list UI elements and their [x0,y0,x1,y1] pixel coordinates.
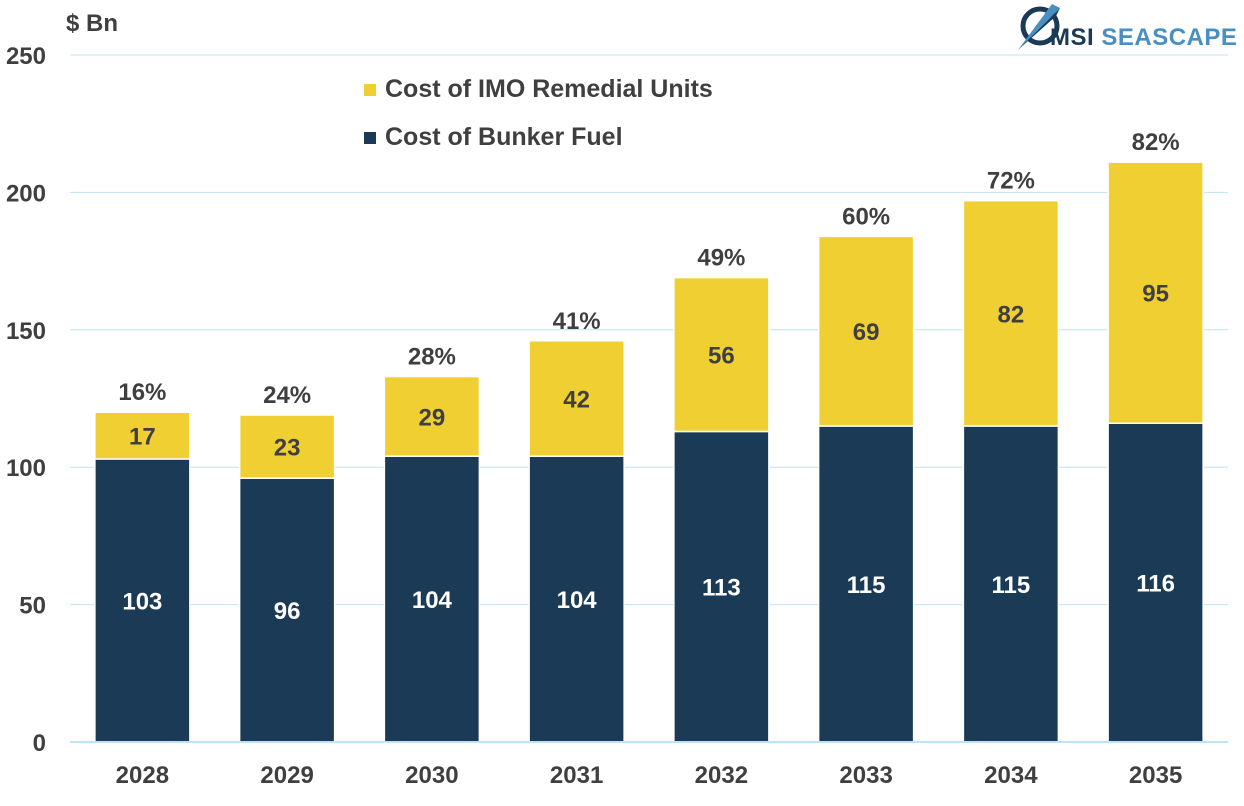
legend-item-remedial: Cost of IMO Remedial Units [364,75,713,104]
data-label-remedial-units: 95 [1142,281,1169,308]
bar-bunker-fuel [962,425,1060,743]
percentage-annotation: 72% [987,168,1035,195]
y-tick-label: 250 [6,43,46,70]
logo-text: MSI SEASCAPE [1050,24,1237,52]
data-label-remedial-units: 23 [274,435,301,462]
x-tick-label: 2029 [260,762,313,789]
data-label-bunker-fuel: 96 [274,598,301,625]
percentage-annotation: 41% [553,308,601,335]
percentage-annotation: 16% [118,379,166,406]
x-tick-label: 2035 [1129,762,1182,789]
data-label-bunker-fuel: 113 [702,575,741,602]
y-tick-label: 200 [6,180,46,207]
bar-bunker-fuel [673,430,770,743]
y-tick-label: 150 [6,318,46,345]
x-tick-label: 2031 [550,762,603,789]
legend-label-remedial: Cost of IMO Remedial Units [385,75,713,103]
data-label-bunker-fuel: 116 [1136,571,1175,598]
legend: Cost of IMO Remedial Units Cost of Bunke… [332,66,772,162]
bar-bunker-fuel [238,477,336,743]
y-tick-label: 0 [33,730,46,757]
data-label-remedial-units: 82 [998,301,1025,328]
percentage-annotation: 82% [1132,129,1180,156]
data-label-bunker-fuel: 103 [122,588,162,615]
percentage-annotation: 60% [842,203,890,230]
bar-remedial-units [817,235,915,427]
bar-bunker-fuel [94,458,191,743]
bar-remedial-units [383,375,481,457]
bar-remedial-units [238,414,336,479]
bar-remedial-units [1107,161,1204,424]
y-tick-label: 100 [6,455,46,482]
logo-text-seascape: SEASCAPE [1101,24,1238,51]
data-label-bunker-fuel: 104 [557,587,598,614]
bar-remedial-units [94,411,191,460]
legend-swatch-bunker [364,132,376,144]
data-label-remedial-units: 42 [563,387,590,414]
data-label-remedial-units: 17 [129,424,156,451]
legend-item-bunker: Cost of Bunker Fuel [364,123,623,152]
x-tick-label: 2034 [984,762,1038,789]
percentage-annotation: 49% [697,245,745,272]
data-label-remedial-units: 29 [419,404,446,431]
y-tick-label: 50 [19,593,46,620]
bar-bunker-fuel [1107,422,1204,743]
msi-seascape-logo: MSI SEASCAPE [1016,2,1237,54]
bar-bunker-fuel [383,455,481,743]
compass-logo-icon [1018,4,1060,50]
x-tick-label: 2028 [116,762,169,789]
data-label-remedial-units: 69 [853,319,880,346]
x-tick-label: 2032 [695,762,748,789]
bar-remedial-units [962,199,1060,427]
legend-swatch-remedial [364,84,376,96]
legend-label-bunker: Cost of Bunker Fuel [385,123,623,151]
bar-remedial-units [673,276,770,433]
percentage-annotation: 28% [408,344,456,371]
bar-remedial-units [528,340,625,457]
data-label-bunker-fuel: 115 [847,572,886,599]
y-axis-unit-label: $ Bn [66,10,119,37]
logo-text-msi: MSI [1050,24,1095,51]
data-label-remedial-units: 56 [708,343,735,370]
x-tick-label: 2030 [405,762,458,789]
data-label-bunker-fuel: 115 [992,572,1031,599]
x-tick-label: 2033 [839,762,892,789]
data-label-bunker-fuel: 104 [412,587,453,614]
percentage-annotation: 24% [263,382,311,409]
